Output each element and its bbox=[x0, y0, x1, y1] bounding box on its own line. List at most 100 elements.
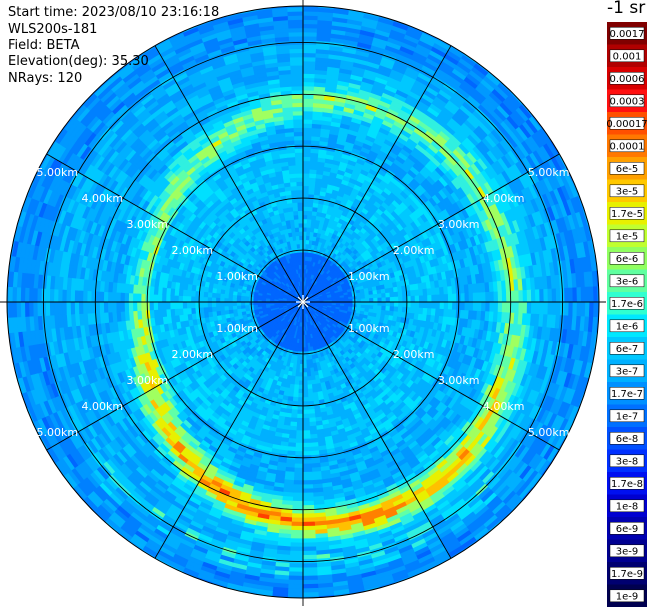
range-gate-cell bbox=[296, 417, 304, 423]
range-gate-cell bbox=[468, 292, 474, 303]
range-gate-cell bbox=[306, 384, 313, 390]
range-gate-cell bbox=[302, 222, 308, 228]
range-gate-cell bbox=[584, 286, 591, 303]
range-gate-cell bbox=[293, 475, 304, 481]
range-gate-cell bbox=[292, 488, 304, 494]
range-gate-cell bbox=[289, 538, 304, 544]
range-gate-cell bbox=[289, 542, 304, 548]
range-gate-cell bbox=[464, 292, 470, 303]
range-gate-cell bbox=[302, 368, 308, 373]
range-gate-cell bbox=[497, 301, 503, 313]
range-gate-cell bbox=[543, 301, 549, 316]
range-gate-cell bbox=[398, 296, 404, 303]
range-gate-cell bbox=[302, 147, 312, 154]
range-gate-cell bbox=[302, 554, 317, 560]
range-gate-cell bbox=[564, 287, 570, 303]
range-gate-cell bbox=[293, 388, 299, 394]
range-gate-cell bbox=[302, 231, 308, 236]
range-gate-cell bbox=[452, 293, 458, 303]
range-gate-cell bbox=[302, 164, 311, 170]
range-gate-cell bbox=[302, 521, 316, 527]
range-gate-cell bbox=[302, 214, 309, 220]
range-gate-cell bbox=[443, 294, 449, 303]
range-gate-cell bbox=[302, 525, 316, 531]
range-gate-cell bbox=[302, 210, 309, 216]
range-gate-cell bbox=[297, 384, 304, 390]
range-gate-cell bbox=[302, 397, 309, 403]
range-gate-cell bbox=[493, 291, 499, 303]
range-gate-cell bbox=[306, 380, 313, 386]
range-gate-cell bbox=[302, 575, 318, 581]
range-gate-cell bbox=[551, 288, 557, 303]
range-gate-cell bbox=[298, 368, 304, 373]
range-gate-cell bbox=[410, 301, 416, 309]
range-gate-cell bbox=[302, 177, 311, 183]
range-gate-cell bbox=[305, 355, 310, 361]
range-gate-cell bbox=[302, 533, 316, 540]
range-gate-cell bbox=[292, 492, 304, 498]
range-gate-cell bbox=[302, 27, 318, 33]
range-gate-cell bbox=[302, 426, 311, 432]
range-gate-cell bbox=[302, 56, 317, 62]
range-gate-cell bbox=[389, 292, 395, 298]
range-gate-cell bbox=[373, 301, 379, 307]
range-gate-cell bbox=[302, 459, 312, 465]
range-gate-cell bbox=[287, 575, 304, 581]
range-gate-cell bbox=[377, 301, 383, 307]
range-gate-cell bbox=[302, 388, 309, 394]
range-gate-cell bbox=[302, 583, 319, 590]
range-gate-cell bbox=[489, 301, 495, 313]
range-gate-cell bbox=[402, 296, 408, 303]
range-gate-cell bbox=[472, 301, 478, 312]
range-gate-cell bbox=[298, 380, 304, 386]
range-gate-cell bbox=[302, 567, 318, 573]
range-gate-cell bbox=[385, 292, 391, 299]
range-gate-cell bbox=[293, 471, 304, 477]
range-gate-cell bbox=[381, 297, 387, 303]
range-gate-cell bbox=[302, 189, 310, 195]
range-gate-cell bbox=[302, 48, 317, 54]
range-gate-cell bbox=[302, 546, 317, 552]
range-gate-cell bbox=[514, 301, 520, 314]
range-gate-cell bbox=[572, 301, 578, 317]
range-gate-cell bbox=[397, 291, 403, 298]
range-gate-cell bbox=[290, 529, 304, 535]
range-gate-cell bbox=[302, 475, 313, 481]
range-gate-cell bbox=[501, 301, 507, 314]
range-gate-cell bbox=[296, 409, 304, 415]
range-gate-cell bbox=[302, 85, 315, 91]
range-gate-cell bbox=[302, 52, 317, 58]
range-gate-cell bbox=[476, 292, 482, 303]
range-gate-cell bbox=[576, 287, 582, 303]
range-gate-cell bbox=[373, 297, 379, 303]
range-gate-cell bbox=[298, 376, 304, 382]
range-gate-cell bbox=[555, 288, 561, 303]
range-gate-cell bbox=[526, 289, 532, 303]
range-gate-cell bbox=[302, 421, 310, 427]
range-gate-cell bbox=[294, 442, 304, 448]
range-gate-cell bbox=[568, 287, 574, 303]
range-gate-cell bbox=[302, 73, 316, 79]
range-gate-cell bbox=[295, 430, 304, 436]
range-gate-cell bbox=[568, 301, 574, 317]
range-gate-cell bbox=[302, 513, 315, 519]
range-gate-cell bbox=[481, 292, 487, 303]
range-gate-cell bbox=[302, 226, 308, 232]
range-gate-cell bbox=[381, 301, 387, 307]
range-gate-cell bbox=[431, 294, 437, 303]
range-gate-cell bbox=[439, 294, 445, 303]
range-gate-cell bbox=[295, 426, 304, 432]
range-gate-cell bbox=[580, 301, 586, 318]
range-gate-cell bbox=[447, 301, 453, 311]
range-gate-cell bbox=[295, 438, 304, 444]
range-gate-cell bbox=[302, 413, 310, 419]
range-gate-cell bbox=[292, 484, 304, 490]
range-gate-cell bbox=[539, 301, 545, 316]
range-gate-cell bbox=[302, 77, 316, 83]
range-gate-cell bbox=[468, 301, 474, 312]
range-gate-cell bbox=[534, 289, 541, 303]
range-gate-cell bbox=[302, 139, 312, 145]
range-gate-cell bbox=[287, 587, 304, 594]
range-gate-cell bbox=[302, 438, 311, 444]
